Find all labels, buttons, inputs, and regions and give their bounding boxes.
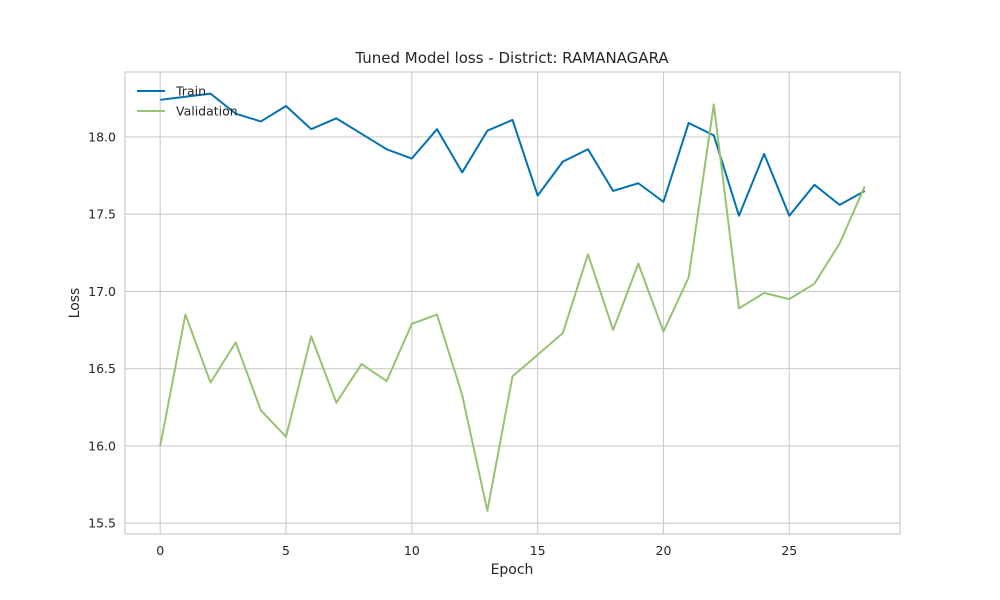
x-tick-label: 15 bbox=[530, 543, 546, 558]
legend-label-validation: Validation bbox=[176, 104, 238, 119]
y-axis-label: Loss bbox=[67, 288, 83, 319]
series-layer bbox=[159, 92, 866, 512]
y-tick-label: 17.5 bbox=[88, 207, 116, 222]
x-tick-label: 25 bbox=[781, 543, 797, 558]
x-tick-label: 0 bbox=[156, 543, 164, 558]
x-tick-labels: 0 5 10 15 20 25 bbox=[156, 543, 797, 558]
plot-area bbox=[125, 72, 900, 534]
y-tick-label: 18.0 bbox=[88, 129, 116, 144]
series-line-train bbox=[160, 92, 866, 217]
chart-title: Tuned Model loss - District: RAMANAGARA bbox=[354, 49, 669, 67]
x-axis-label: Epoch bbox=[491, 562, 534, 578]
x-tick-label: 20 bbox=[656, 543, 672, 558]
series-line-validation bbox=[159, 103, 866, 512]
y-tick-label: 15.5 bbox=[88, 516, 116, 531]
y-tick-label: 16.5 bbox=[88, 361, 116, 376]
y-tick-label: 16.0 bbox=[88, 438, 116, 453]
plot-frame bbox=[124, 71, 901, 535]
legend: Train Validation bbox=[137, 84, 238, 119]
grid bbox=[125, 72, 900, 534]
y-tick-labels: 15.5 16.0 16.5 17.0 17.5 18.0 bbox=[88, 129, 116, 530]
x-tick-label: 10 bbox=[404, 543, 420, 558]
y-tick-label: 17.0 bbox=[88, 284, 116, 299]
legend-label-train: Train bbox=[175, 84, 206, 99]
x-tick-label: 5 bbox=[282, 543, 290, 558]
